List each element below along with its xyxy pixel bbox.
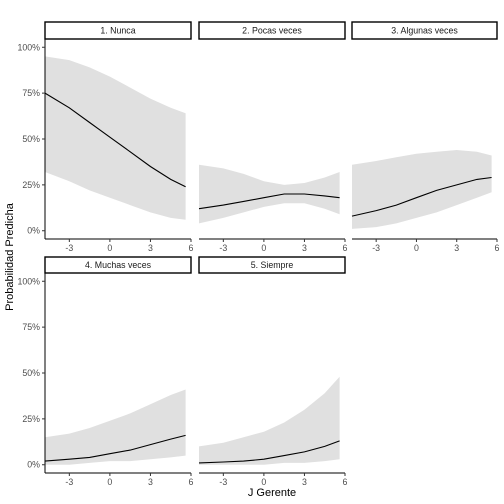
confidence-band	[45, 56, 186, 220]
panel-5: 5. Siempre -3 0 3 6	[198, 256, 348, 487]
confidence-band	[45, 389, 186, 465]
y-tick-label: 25%	[22, 180, 40, 190]
predicted-line	[198, 193, 340, 210]
confidence-band	[352, 150, 492, 229]
facet-strip	[198, 21, 346, 40]
x-tick-label: -3	[219, 477, 227, 487]
x-tick-label: 0	[107, 243, 112, 253]
x-tick-label: 6	[189, 243, 194, 253]
x-tick-label: 3	[148, 243, 153, 253]
x-tick-label: 0	[107, 477, 112, 487]
predicted-line	[44, 92, 186, 188]
x-tick-label: 6	[343, 243, 348, 253]
x-tick-label: 3	[302, 477, 307, 487]
y-tick-label: 50%	[22, 134, 40, 144]
facet-title: 3. Algunas veces	[391, 26, 458, 36]
x-tick-label: -3	[65, 477, 73, 487]
x-tick-label: -3	[219, 243, 227, 253]
x-axis-title: J Gerente	[248, 487, 296, 499]
facet-title: 5. Siempre	[251, 260, 294, 270]
facet-strip	[351, 21, 498, 40]
y-tick-label: 0%	[27, 226, 40, 236]
predicted-line	[351, 176, 492, 217]
x-tick-label: 6	[189, 477, 194, 487]
panel-4: 4. Muchas veces -3 0 3 6 0% 25% 50% 75% 100%	[18, 256, 194, 487]
x-tick-label: 3	[454, 243, 459, 253]
x-tick-label: -3	[372, 243, 380, 253]
facet-title: 1. Nunca	[100, 26, 135, 36]
y-tick-label: 75%	[22, 88, 40, 98]
panel-2: 2. Pocas veces -3 0 3 6	[198, 21, 348, 253]
x-tick-label: 3	[148, 477, 153, 487]
facet-strip	[44, 256, 192, 274]
panel-1: 1. Nunca -3 0 3 6 0% 25% 50% 75% 100%	[18, 21, 194, 253]
panels-layer: 1. Nunca -3 0 3 6 0% 25% 50% 75% 100% 2. Pocas vec…	[18, 21, 500, 487]
predicted-line	[44, 434, 186, 462]
y-tick-label: 100%	[18, 276, 41, 286]
y-tick-label: 50%	[22, 368, 40, 378]
panel-3: 3. Algunas veces -3 0 3 6	[351, 21, 500, 253]
y-tick-label: 75%	[22, 322, 40, 332]
y-tick-label: 25%	[22, 414, 40, 424]
x-tick-label: 0	[261, 243, 266, 253]
x-tick-label: 0	[414, 243, 419, 253]
x-tick-label: 6	[343, 477, 348, 487]
facet-title: 2. Pocas veces	[242, 26, 302, 36]
y-tick-label: 0%	[27, 460, 40, 470]
y-axis-title: Probabilidad Predicha	[4, 202, 16, 311]
confidence-band	[199, 164, 340, 224]
facet-strip	[198, 256, 346, 274]
confidence-band	[199, 376, 340, 465]
x-tick-label: 0	[261, 477, 266, 487]
predicted-line	[198, 440, 340, 464]
x-tick-label: 3	[302, 243, 307, 253]
y-tick-label: 100%	[18, 42, 41, 52]
facet-strip	[44, 21, 192, 40]
x-tick-label: -3	[65, 243, 73, 253]
x-tick-label: 6	[495, 243, 500, 253]
facet-title: 4. Muchas veces	[85, 260, 152, 270]
